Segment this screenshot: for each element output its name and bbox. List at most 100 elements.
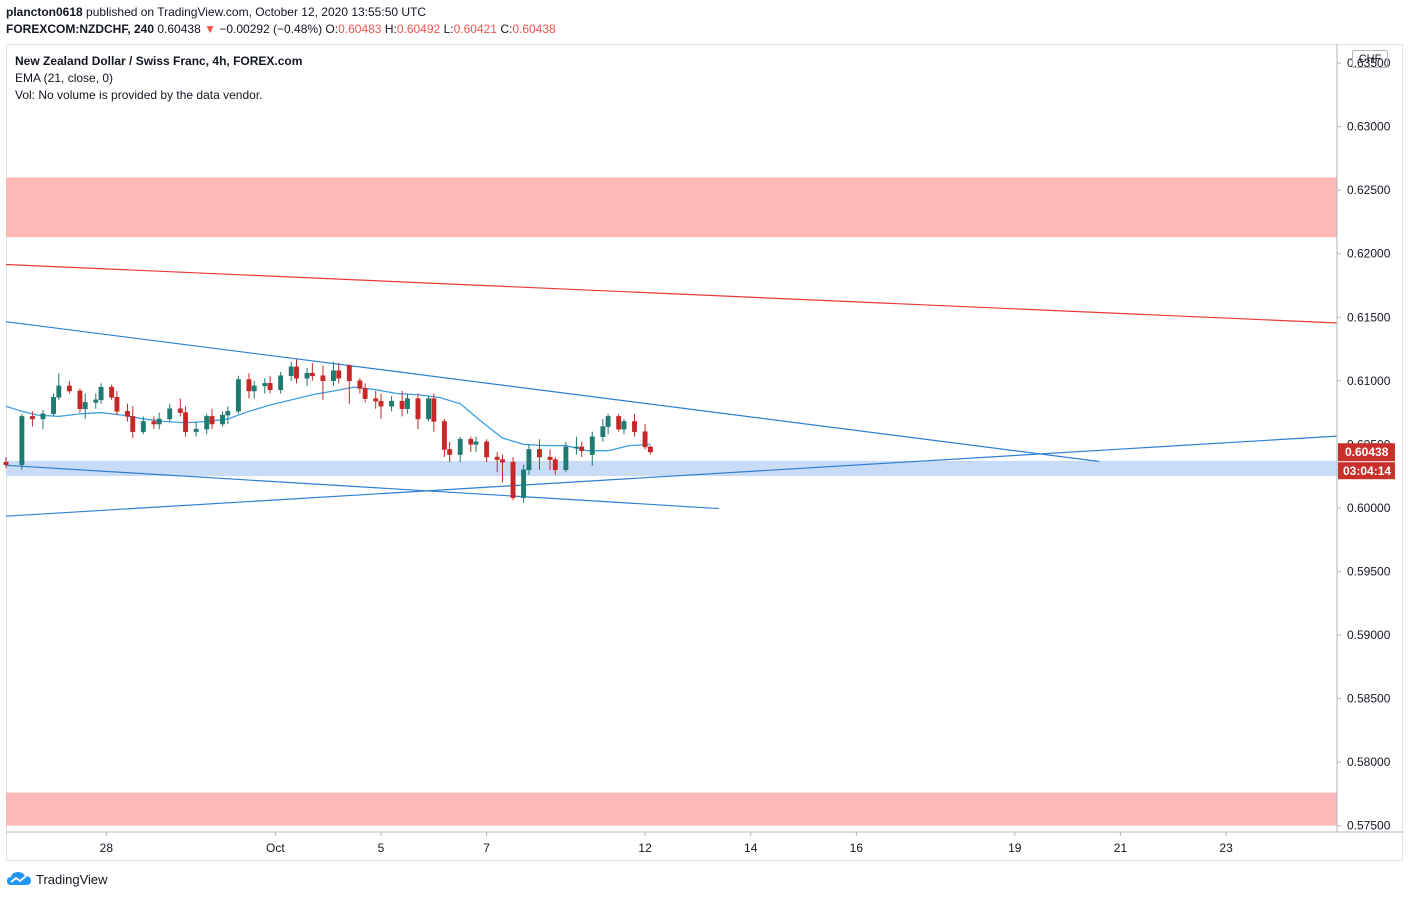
candle [177,398,183,417]
candle-body [209,416,215,425]
candle-body [225,411,231,416]
candle [563,441,569,473]
candle [494,451,500,473]
candle-body [473,441,479,445]
candle-body [51,397,56,415]
price-tick-label: 0.61000 [1347,374,1391,388]
currency-button[interactable]: CHF [1352,50,1388,68]
candle [56,373,62,400]
low-value: 0.60421 [453,22,497,36]
price-tick-label: 0.58500 [1347,692,1391,706]
candle [357,378,363,394]
candle [336,363,342,384]
time-tick-label: 28 [100,841,114,855]
candle [473,436,479,452]
candle-body [373,398,379,402]
candle [246,373,252,399]
candle [51,393,56,417]
candle-body [447,449,453,455]
legend-volume[interactable]: Vol: No volume is provided by the data v… [15,88,263,102]
candle-body [40,413,46,420]
candle-body [114,397,120,412]
symbol-label: FOREXCOM:NZDCHF, 240 [6,22,155,36]
candle [616,413,622,432]
symbol-quote-line: FOREXCOM:NZDCHF, 240 0.60438 ▼ −0.00292 … [6,22,556,36]
candle-body [621,421,627,430]
candle-body [29,416,35,420]
candle [500,454,505,483]
candle-body [331,370,336,382]
candle-body [484,441,490,458]
candle [642,424,648,450]
legend-ema[interactable]: EMA (21, close, 0) [15,71,114,85]
candle [521,464,527,503]
time-tick-label: Oct [266,841,285,855]
candle [251,380,257,399]
candle [373,390,379,409]
candle-body [362,388,368,399]
candle-body [426,398,431,420]
candle-body [457,439,463,455]
candle [399,390,405,417]
candle-body [251,385,257,392]
candle-body [204,416,210,430]
candle-body [288,366,294,376]
candle [151,416,157,430]
last-price-badge [1338,443,1395,462]
author-name[interactable]: plancton0618 [6,5,83,19]
candle-body [66,385,72,392]
candle [130,406,136,438]
candle [267,375,273,394]
candle-body [56,385,62,398]
chart-legend: New Zealand Dollar / Swiss Franc, 4h, FO… [15,53,302,104]
price-tick-label: 0.62000 [1347,247,1391,261]
candle [547,449,553,470]
candle [600,418,606,442]
price-tick-label: 0.59000 [1347,628,1391,642]
countdown-badge [1338,462,1395,480]
candle-body [494,456,500,460]
price-tick-label: 0.61500 [1347,310,1391,324]
candle [109,384,115,400]
candle-body [19,416,25,465]
candle-body [600,426,606,437]
candle [98,383,104,404]
candle-body [510,461,516,498]
candle [647,445,653,455]
candle [441,418,447,458]
candle [167,403,173,422]
candle [40,410,46,430]
candle [183,406,189,437]
candle [621,418,627,435]
candles-layer [3,359,653,503]
candle [288,361,294,381]
time-tick-label: 12 [638,841,652,855]
candle [389,396,395,412]
resistance-zone [6,177,1337,238]
candle-body [151,421,157,425]
published-text: published on TradingView.com, October 12… [86,5,427,19]
price-axis: 0.63500 0.63000 0.62500 0.62000 0.61500 0.610… [1337,56,1391,833]
candle [362,383,368,403]
tradingview-footer[interactable]: TradingView [6,871,108,887]
legend-title: New Zealand Dollar / Swiss Franc, 4h, FO… [15,54,303,68]
candle [579,441,585,458]
candle-body [389,400,395,407]
price-tick-label: 0.60000 [1347,501,1391,515]
trendlines-layer [5,263,1338,517]
candle [309,363,315,381]
tradingview-brand: TradingView [36,871,108,887]
candle-body [140,421,146,432]
tradingview-cloud-icon [7,872,31,885]
high-value: 0.60492 [396,22,441,36]
trendline-blue-1 [5,321,1100,463]
candle-body [82,402,88,410]
candle [29,411,35,427]
candle-body [246,379,252,392]
candle-body [193,428,199,432]
time-tick-label: 19 [1008,841,1022,855]
price-labels: 0.60438 03:04:14 [1338,443,1395,480]
candle [589,431,595,466]
time-tick-label: 21 [1114,841,1128,855]
